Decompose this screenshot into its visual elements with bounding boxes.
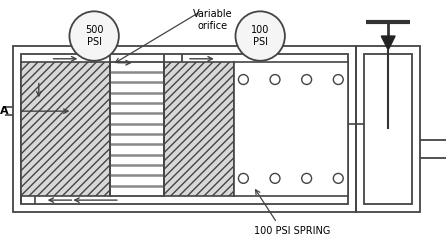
Circle shape	[70, 11, 119, 61]
Circle shape	[270, 74, 280, 85]
Bar	[13, 46, 356, 212]
Bar	[364, 54, 413, 204]
Circle shape	[239, 74, 248, 85]
Bar	[234, 62, 348, 196]
Text: A: A	[0, 106, 8, 116]
Circle shape	[235, 11, 285, 61]
Bar	[356, 46, 420, 212]
Text: 100 PSI SPRING: 100 PSI SPRING	[254, 226, 330, 236]
Text: 500
PSI: 500 PSI	[85, 25, 103, 47]
Text: 100
PSI: 100 PSI	[251, 25, 269, 47]
Bar	[21, 54, 348, 204]
Circle shape	[301, 174, 312, 183]
Circle shape	[301, 74, 312, 85]
Text: Variable
orifice: Variable orifice	[193, 9, 232, 31]
Bar	[21, 62, 110, 196]
Bar	[164, 62, 234, 196]
Circle shape	[333, 74, 343, 85]
Polygon shape	[381, 36, 395, 50]
Circle shape	[333, 174, 343, 183]
Circle shape	[270, 174, 280, 183]
Circle shape	[239, 174, 248, 183]
